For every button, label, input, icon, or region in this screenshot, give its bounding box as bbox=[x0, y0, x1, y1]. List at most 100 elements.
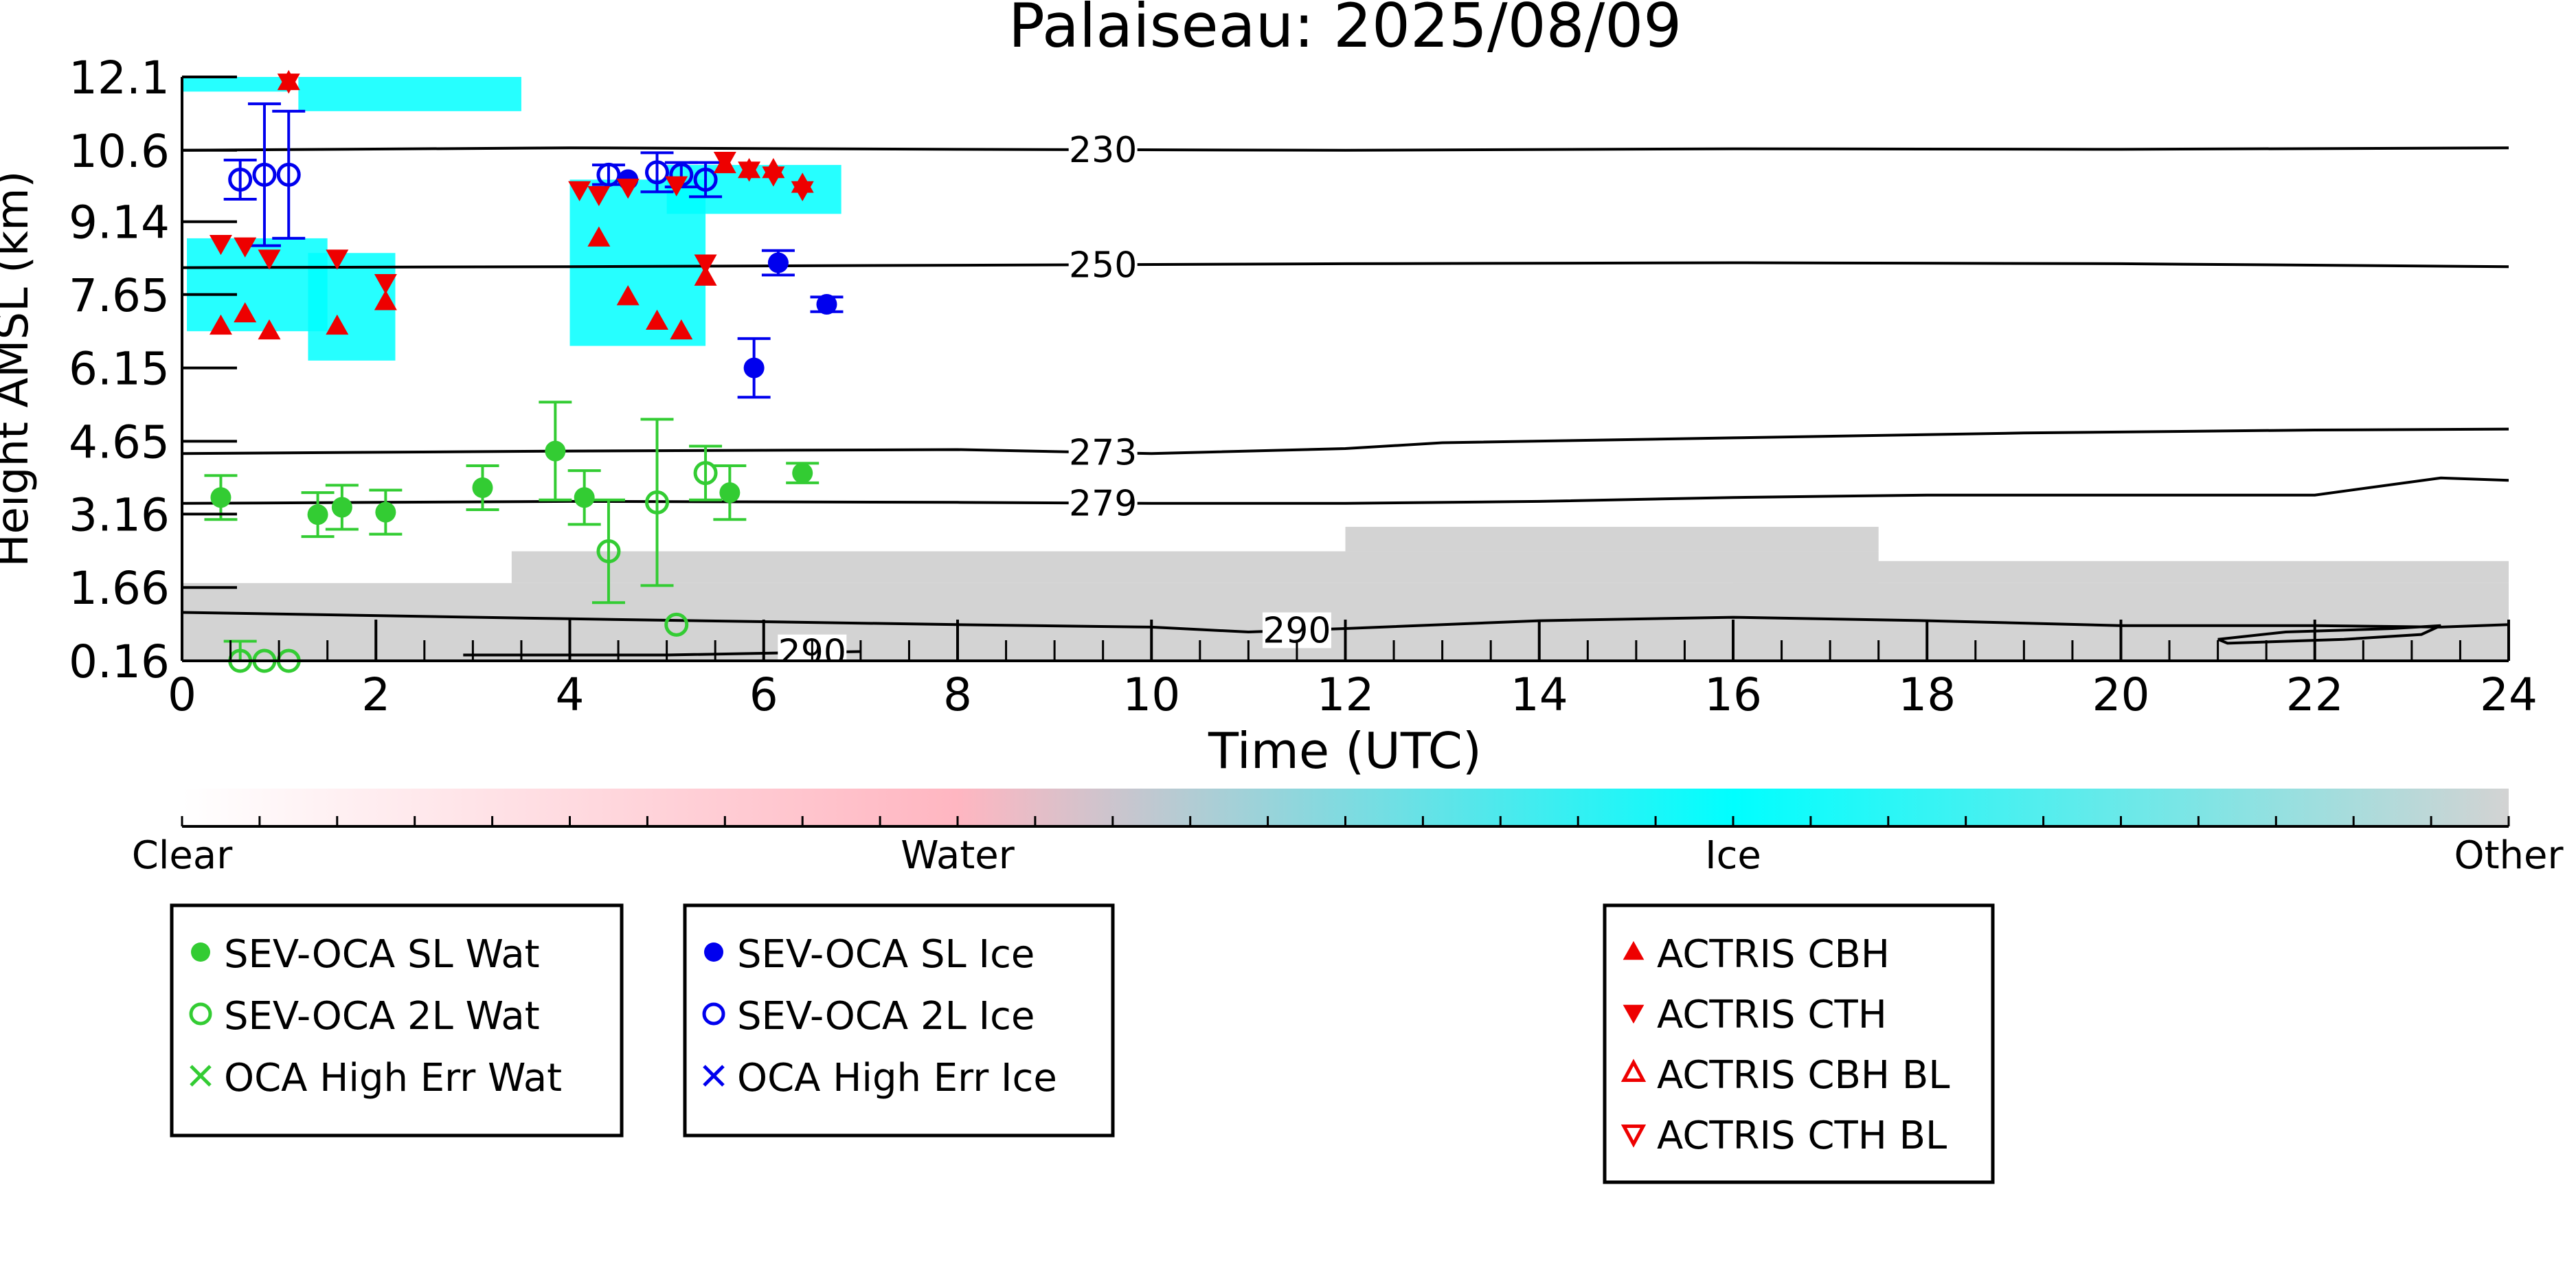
legend-frame bbox=[1603, 903, 1995, 1184]
x-tick-label: 14 bbox=[1511, 668, 1568, 721]
contour-line bbox=[182, 476, 2509, 505]
data-point bbox=[694, 254, 717, 275]
colorbar-ticks bbox=[181, 816, 2510, 826]
contour-label: 279 bbox=[1069, 483, 1137, 524]
legend-item: ACTRIS CBH bbox=[1623, 932, 1890, 977]
legend-marker bbox=[189, 1002, 212, 1026]
region-ice bbox=[187, 238, 328, 332]
legend-label: SEV-OCA 2L Wat bbox=[224, 994, 540, 1039]
legend-marker bbox=[190, 1065, 212, 1087]
data-point bbox=[307, 504, 328, 526]
data-point bbox=[234, 237, 257, 258]
x-tick-label: 2 bbox=[361, 668, 390, 721]
data-point bbox=[374, 273, 397, 295]
y-tick-label: 12.1 bbox=[69, 52, 170, 104]
data-point bbox=[665, 176, 688, 196]
data-point bbox=[568, 181, 591, 201]
legend-marker bbox=[703, 1065, 725, 1087]
data-point bbox=[738, 161, 761, 182]
data-point bbox=[234, 302, 257, 323]
data-point bbox=[375, 501, 396, 523]
legend-item: ACTRIS CTH BL bbox=[1620, 1114, 1947, 1158]
data-point bbox=[767, 252, 789, 273]
y-tick-label: 9.14 bbox=[69, 196, 170, 249]
legend-label: ACTRIS CBH bbox=[1657, 932, 1890, 977]
legend-item: SEV-OCA SL Ice bbox=[704, 932, 1035, 977]
data-point bbox=[228, 167, 253, 192]
data-point bbox=[210, 487, 231, 508]
contour-label: 273 bbox=[1069, 433, 1137, 474]
series-actris-cth bbox=[209, 74, 814, 295]
legend-box-2: SEV-OCA SL Ice SEV-OCA 2L Ice OCA High Err… bbox=[683, 903, 1115, 1138]
contour-label-bg bbox=[1068, 131, 1138, 168]
legend-frame bbox=[683, 903, 1115, 1138]
x-axis-label: Time (UTC) bbox=[1208, 722, 1482, 780]
region-ice bbox=[182, 77, 289, 92]
y-tick-label: 7.65 bbox=[69, 269, 170, 322]
data-point bbox=[816, 294, 837, 315]
legend-label: OCA High Err Ice bbox=[737, 1056, 1057, 1100]
legend-label: ACTRIS CTH bbox=[1657, 993, 1887, 1037]
legend-item: SEV-OCA SL Wat bbox=[191, 932, 540, 977]
data-point bbox=[645, 490, 670, 515]
data-point bbox=[664, 612, 689, 637]
x-tick-label: 8 bbox=[943, 668, 972, 721]
colorbar-label: Water bbox=[901, 833, 1015, 878]
data-point bbox=[693, 167, 718, 192]
legend-label: SEV-OCA SL Ice bbox=[737, 932, 1035, 977]
contour-line bbox=[182, 427, 2509, 455]
data-point bbox=[326, 314, 349, 335]
data-point bbox=[587, 185, 611, 207]
x-tick-label: 10 bbox=[1122, 668, 1180, 721]
legend-box-3: ACTRIS CBH ACTRIS CTH ACTRIS CBH BL ACTRIS … bbox=[1603, 903, 1995, 1184]
legend-label: OCA High Err Wat bbox=[224, 1056, 562, 1100]
legend-marker bbox=[1623, 940, 1645, 960]
data-point bbox=[545, 440, 566, 462]
axes: 0 2 4 6 8 10 12 14 16 18 20 22 240.161.663.164.656.1… bbox=[69, 52, 2538, 721]
legend-marker bbox=[704, 942, 723, 962]
x-tick-label: 4 bbox=[556, 668, 585, 721]
legend-label: ACTRIS CBH BL bbox=[1657, 1053, 1950, 1098]
x-tick-label: 24 bbox=[2480, 668, 2538, 721]
data-point bbox=[587, 226, 611, 247]
data-point bbox=[209, 235, 232, 256]
series-sev-oca-sl-wat bbox=[204, 400, 820, 539]
y-tick-label: 10.6 bbox=[69, 125, 170, 178]
legend-item: ACTRIS CTH bbox=[1623, 993, 1887, 1037]
y-tick-label: 6.15 bbox=[69, 343, 170, 396]
legend-label: ACTRIS CTH BL bbox=[1657, 1114, 1947, 1158]
legend-marker bbox=[191, 942, 210, 962]
region-ice bbox=[298, 77, 521, 111]
data-point bbox=[252, 162, 277, 187]
series-sev-oca-sl-ice bbox=[618, 169, 844, 399]
region-other bbox=[1345, 526, 1879, 552]
region-other bbox=[1733, 561, 2509, 583]
legend-item: OCA High Err Ice bbox=[703, 1056, 1057, 1100]
data-point bbox=[713, 152, 736, 172]
legend-item: OCA High Err Wat bbox=[190, 1056, 562, 1100]
x-tick-label: 18 bbox=[1898, 668, 1956, 721]
data-point bbox=[277, 74, 300, 94]
data-point bbox=[792, 462, 813, 484]
classification-colorbar: Clear Water Ice Other bbox=[132, 789, 2564, 878]
data-point bbox=[258, 249, 281, 270]
x-tick-label: 12 bbox=[1317, 668, 1375, 721]
legend-marker bbox=[702, 1002, 725, 1026]
data-point bbox=[693, 461, 718, 486]
region-other bbox=[511, 551, 1879, 583]
legend-frame bbox=[170, 903, 624, 1138]
data-point bbox=[209, 314, 232, 335]
data-point bbox=[646, 309, 669, 330]
x-tick-label: 0 bbox=[168, 668, 196, 721]
data-point bbox=[374, 290, 397, 310]
y-tick-label: 3.16 bbox=[69, 488, 170, 541]
colorbar-label: Clear bbox=[132, 833, 233, 878]
contour-label: 250 bbox=[1069, 245, 1137, 286]
legend-marker bbox=[1620, 1125, 1647, 1148]
data-point bbox=[258, 319, 281, 340]
x-tick-label: 20 bbox=[2092, 668, 2150, 721]
contour-label-bg bbox=[1068, 247, 1138, 283]
colorbar-label: Ice bbox=[1705, 833, 1761, 878]
y-tick-label: 1.66 bbox=[69, 562, 170, 615]
